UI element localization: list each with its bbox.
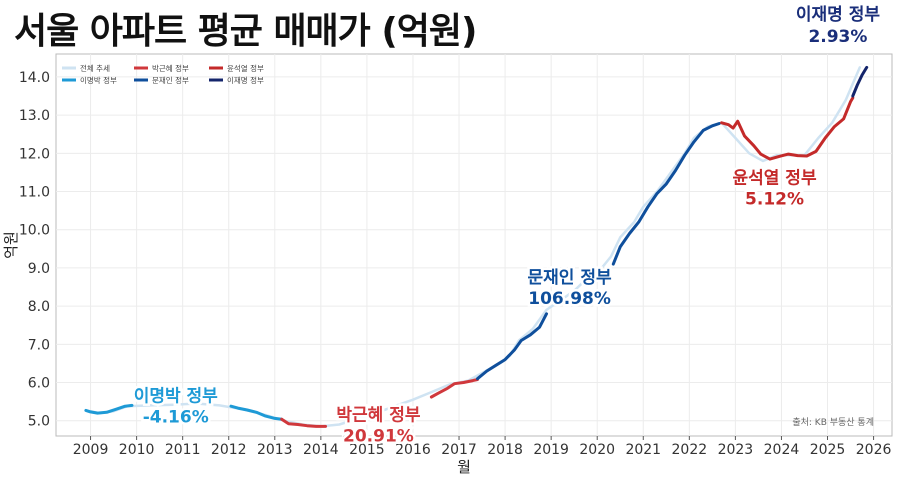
annotation-name: 문재인 정부 bbox=[528, 268, 612, 288]
plot-area bbox=[55, 53, 893, 437]
y-tick-label: 6.0 bbox=[28, 376, 50, 392]
x-tick-label: 2013 bbox=[257, 442, 293, 458]
series-line bbox=[851, 65, 869, 98]
lee-jaemyung-pct: 2.93% bbox=[808, 27, 868, 47]
annotation-pct: 5.12% bbox=[745, 190, 804, 210]
x-tick-label: 2019 bbox=[533, 442, 569, 458]
legend-label: 윤석열 정부 bbox=[227, 63, 264, 73]
legend-label: 박근혜 정부 bbox=[152, 63, 189, 73]
y-tick-label: 9.0 bbox=[28, 261, 50, 277]
y-tick-label: 8.0 bbox=[28, 299, 50, 315]
annotation-pct: -4.16% bbox=[143, 407, 209, 427]
x-tick-label: 2020 bbox=[579, 442, 615, 458]
annotation-name: 박근혜 정부 bbox=[336, 406, 420, 426]
series-line bbox=[280, 417, 327, 428]
legend-label: 문재인 정부 bbox=[152, 75, 189, 85]
series-line bbox=[611, 122, 721, 266]
x-tick-label: 2009 bbox=[73, 442, 109, 458]
x-tick-label: 2021 bbox=[625, 442, 661, 458]
x-tick-label: 2018 bbox=[487, 442, 523, 458]
y-axis-label: 억원 bbox=[2, 231, 20, 259]
lee-jaemyung-name: 이재명 정부 bbox=[795, 5, 880, 25]
series-line bbox=[429, 378, 479, 399]
x-tick-label: 2010 bbox=[119, 442, 155, 458]
x-tick-label: 2014 bbox=[303, 442, 339, 458]
legend-label: 이명박 정부 bbox=[80, 75, 117, 85]
annotation-name: 윤석열 정부 bbox=[732, 169, 816, 189]
series-line bbox=[229, 404, 284, 421]
series-line bbox=[720, 96, 855, 161]
y-tick-label: 5.0 bbox=[28, 414, 50, 430]
series-line bbox=[84, 403, 134, 415]
x-tick-label: 2011 bbox=[165, 442, 201, 458]
annotation-name: 이명박 정부 bbox=[134, 386, 218, 406]
x-tick-label: 2012 bbox=[211, 442, 247, 458]
series-line bbox=[476, 312, 548, 381]
y-tick-label: 10.0 bbox=[19, 223, 50, 239]
x-tick-label: 2026 bbox=[856, 442, 892, 458]
x-tick-label: 2017 bbox=[441, 442, 477, 458]
chart-title: 서울 아파트 평균 매매가 (억원) bbox=[14, 11, 477, 52]
x-tick-label: 2024 bbox=[764, 442, 800, 458]
x-tick-label: 2025 bbox=[810, 442, 846, 458]
legend-label: 전체 추세 bbox=[80, 63, 110, 73]
x-axis-label: 월 bbox=[457, 458, 471, 476]
y-tick-label: 12.0 bbox=[19, 146, 50, 162]
legend-label: 이재명 정부 bbox=[227, 75, 264, 85]
x-tick-label: 2023 bbox=[718, 442, 754, 458]
y-tick-label: 14.0 bbox=[19, 70, 50, 86]
y-tick-label: 7.0 bbox=[28, 337, 50, 353]
annotation-pct: 106.98% bbox=[528, 289, 611, 309]
x-tick-label: 2016 bbox=[395, 442, 431, 458]
annotation-pct: 20.91% bbox=[343, 427, 414, 447]
lee-jaemyung-label: 이재명 정부 2.93% bbox=[796, 4, 880, 48]
x-tick-label: 2015 bbox=[349, 442, 385, 458]
x-tick-label: 2022 bbox=[672, 442, 708, 458]
y-tick-label: 11.0 bbox=[19, 185, 50, 201]
source-note: 출처: KB 부동산 통계 bbox=[792, 416, 874, 428]
y-tick-label: 13.0 bbox=[19, 108, 50, 124]
